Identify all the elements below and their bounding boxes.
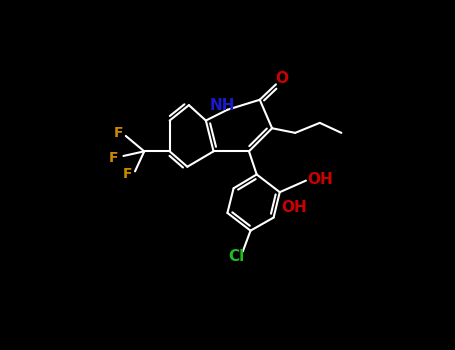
Text: OH: OH (307, 172, 333, 187)
Text: Cl: Cl (228, 248, 245, 264)
Text: F: F (113, 126, 123, 140)
Text: OH: OH (281, 200, 307, 215)
Text: O: O (275, 71, 288, 86)
Text: F: F (122, 167, 132, 181)
Text: NH: NH (210, 98, 236, 113)
Text: F: F (109, 150, 118, 164)
